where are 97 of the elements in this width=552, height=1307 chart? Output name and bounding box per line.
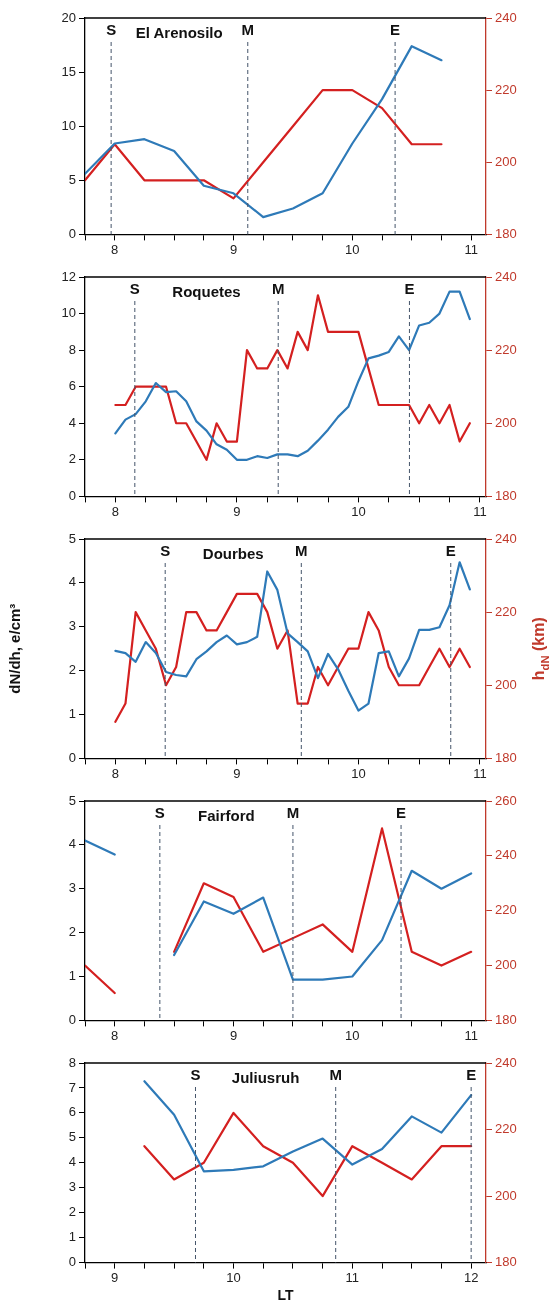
y-tick-label: 5 xyxy=(68,792,76,808)
y-tick-label: 10 xyxy=(61,117,76,133)
y2-tick-label: 260 xyxy=(495,792,517,808)
chart-title: El Arenosilo xyxy=(135,24,223,42)
ref-line-label: E xyxy=(466,1066,477,1084)
x-tick-label: 11 xyxy=(473,765,487,781)
y2-tick-label: 220 xyxy=(495,1121,517,1137)
chart-title: Dourbes xyxy=(202,545,264,563)
y-tick-label: 5 xyxy=(68,171,76,187)
ref-line-label: S xyxy=(106,21,117,39)
ref-line-label: E xyxy=(396,804,407,822)
ref-line-label: M xyxy=(271,280,285,298)
y-tick-label: 0 xyxy=(68,1254,76,1270)
x-tick-label: 10 xyxy=(226,1269,241,1285)
y-tick-label: 3 xyxy=(68,618,76,634)
y-tick-label: 1 xyxy=(68,1229,76,1245)
y-axis-title: dN/dh, e/cm³ xyxy=(6,603,24,694)
y-tick-label: 0 xyxy=(68,749,76,765)
chart-title: Juliusruh xyxy=(231,1069,300,1087)
y-tick-label: 2 xyxy=(68,924,76,940)
y-tick-label: 1 xyxy=(68,968,76,984)
x-tick-label: 9 xyxy=(233,765,241,781)
y2-tick-label: 240 xyxy=(495,1054,517,1070)
y2-tick-label: 180 xyxy=(495,749,517,765)
y-tick-label: 15 xyxy=(61,63,76,79)
x-tick-label: 10 xyxy=(351,765,366,781)
ref-line-label: S xyxy=(154,804,165,822)
y2-tick-label: 200 xyxy=(495,1187,517,1203)
y-tick-label: 0 xyxy=(68,1011,76,1027)
x-tick-label: 8 xyxy=(111,1027,119,1043)
x-tick-label: 10 xyxy=(345,1027,360,1043)
y2-tick-label: 240 xyxy=(495,9,517,25)
ref-line-label: M xyxy=(329,1066,342,1084)
y2-tick-label: 220 xyxy=(495,603,517,619)
y-tick-label: 2 xyxy=(68,662,76,678)
y2-tick-label: 180 xyxy=(495,1254,517,1270)
x-tick-label: 9 xyxy=(229,1027,238,1043)
y-tick-label: 10 xyxy=(61,305,76,321)
y-tick-label: 3 xyxy=(68,880,76,896)
y-tick-label: 1 xyxy=(68,706,76,722)
y-tick-label: 20 xyxy=(61,9,76,25)
y2-tick-label: 220 xyxy=(495,902,517,918)
x-tick-label: 8 xyxy=(111,765,119,781)
y-tick-label: 12 xyxy=(61,268,76,284)
y-tick-label: 6 xyxy=(68,1104,76,1120)
y2-tick-label: 200 xyxy=(495,676,517,692)
ref-line-label: S xyxy=(190,1066,201,1084)
y-tick-label: 6 xyxy=(68,378,76,394)
ref-line-label: S xyxy=(129,280,140,298)
x-axis-title: LT xyxy=(277,1287,294,1304)
x-tick-label: 10 xyxy=(351,503,366,519)
y-tick-label: 8 xyxy=(68,341,76,357)
x-tick-label: 8 xyxy=(111,503,119,519)
ref-line-label: M xyxy=(286,804,300,822)
x-tick-label: 9 xyxy=(233,503,241,519)
x-tick-label: 10 xyxy=(345,241,360,257)
x-tick-label: 12 xyxy=(463,1269,479,1285)
x-tick-label: 11 xyxy=(464,1027,478,1043)
ref-line-label: S xyxy=(160,542,171,560)
ref-line-label: E xyxy=(445,542,456,560)
y2-tick-label: 180 xyxy=(495,1011,517,1027)
y-tick-label: 2 xyxy=(68,1204,76,1220)
y-tick-label: 8 xyxy=(68,1054,76,1070)
y2-tick-label: 220 xyxy=(495,341,517,357)
chart-title: Fairford xyxy=(198,807,255,825)
y-tick-label: 3 xyxy=(68,1179,76,1195)
y-tick-label: 5 xyxy=(68,530,76,546)
y-tick-label: 4 xyxy=(68,1154,76,1170)
ref-line-label: E xyxy=(390,21,401,39)
y-tick-label: 7 xyxy=(68,1079,76,1095)
y-tick-label: 2 xyxy=(68,451,76,467)
y-tick-label: 0 xyxy=(68,225,76,241)
y2-tick-label: 200 xyxy=(495,153,517,169)
y2-tick-label: 200 xyxy=(495,957,517,973)
ref-line-label: M xyxy=(241,21,255,39)
x-tick-label: 11 xyxy=(345,1269,360,1285)
x-tick-label: 11 xyxy=(464,241,478,257)
ref-line-label: M xyxy=(295,542,308,560)
y2-tick-label: 200 xyxy=(495,414,517,430)
y2-tick-label: 180 xyxy=(495,225,517,241)
y2-tick-label: 180 xyxy=(495,487,517,503)
y-tick-label: 4 xyxy=(68,836,76,852)
y2-tick-label: 240 xyxy=(495,268,517,284)
x-tick-label: 9 xyxy=(229,241,238,257)
y2-axis-title: hdN (km) xyxy=(530,617,551,681)
y2-tick-label: 220 xyxy=(495,81,517,97)
ref-line-label: E xyxy=(404,280,415,298)
x-tick-label: 8 xyxy=(111,241,119,257)
chart-title: Roquetes xyxy=(172,283,241,301)
y-tick-label: 4 xyxy=(68,574,76,590)
x-tick-label: 11 xyxy=(473,503,487,519)
y-tick-label: 5 xyxy=(68,1129,76,1145)
y-tick-label: 0 xyxy=(68,487,76,503)
x-tick-label: 9 xyxy=(111,1269,119,1285)
y-tick-label: 4 xyxy=(68,414,76,430)
y2-tick-label: 240 xyxy=(495,847,517,863)
y2-tick-label: 240 xyxy=(495,530,517,546)
